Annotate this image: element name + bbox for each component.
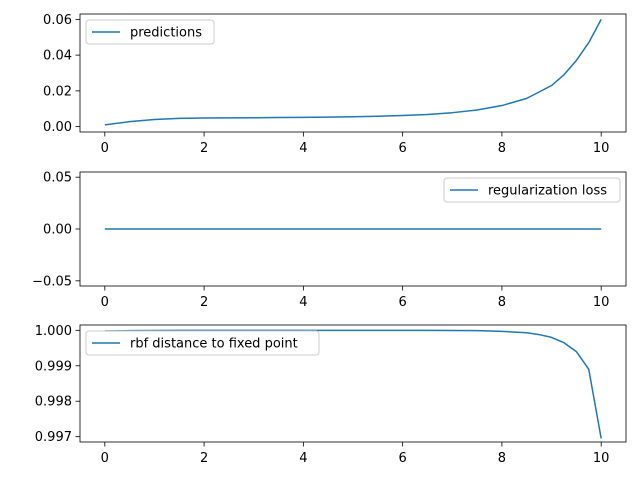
x-tick-label: 0	[101, 295, 109, 310]
x-tick-label: 8	[498, 451, 506, 466]
x-tick-label: 6	[398, 295, 406, 310]
legend-box	[85, 330, 320, 356]
x-tick-label: 10	[593, 451, 610, 466]
x-tick-label: 2	[200, 295, 208, 310]
legend: regularization loss	[443, 177, 621, 203]
x-tick-label: 10	[593, 141, 610, 156]
legend: rbf distance to fixed point	[85, 330, 320, 356]
y-tick-label: 0.999	[35, 359, 72, 374]
legend-label: regularization loss	[488, 184, 607, 199]
y-tick-label: 0.04	[43, 49, 72, 64]
x-tick-label: 6	[398, 451, 406, 466]
legend: predictions	[85, 19, 215, 45]
x-tick-label: 8	[498, 295, 506, 310]
x-tick-label: 0	[101, 141, 109, 156]
y-tick-label: 0.02	[43, 84, 72, 99]
y-tick-label: 0.998	[35, 395, 72, 410]
axes-frame	[79, 13, 627, 133]
y-tick-label: −0.05	[32, 274, 72, 289]
y-tick-label: 0.05	[43, 171, 72, 186]
legend-label: predictions	[130, 26, 202, 41]
y-tick-label: 0.00	[43, 120, 72, 135]
x-tick-label: 4	[299, 141, 307, 156]
axes-frame	[79, 171, 627, 287]
x-tick-label: 10	[593, 295, 610, 310]
axes-frame	[79, 324, 627, 443]
y-tick-label: 0.06	[43, 13, 72, 28]
y-tick-label: 1.000	[35, 324, 72, 339]
y-tick-label: 0.997	[35, 430, 72, 445]
legend-label: rbf distance to fixed point	[130, 337, 298, 352]
y-tick-label: 0.00	[43, 223, 72, 238]
subplot-2: 0 2 4 6 8 10 −0.05 0.00 0.05 regularization loss	[32, 171, 627, 310]
subplot-1: 0 2 4 6 8 10 0.00 0.02 0.04 0.06 predictions	[43, 13, 627, 156]
legend-box	[443, 177, 621, 203]
x-tick-label: 4	[299, 451, 307, 466]
x-tick-label: 2	[200, 141, 208, 156]
subplots: 0 2 4 6 8 10 0.00 0.02 0.04 0.06 predictions 0 2 4 6 8 1…	[32, 13, 627, 466]
series-line-1	[104, 329, 602, 439]
legend-box	[85, 19, 215, 45]
x-tick-label: 0	[101, 451, 109, 466]
x-tick-label: 6	[398, 141, 406, 156]
x-tick-label: 4	[299, 295, 307, 310]
x-tick-label: 8	[498, 141, 506, 156]
x-tick-label: 2	[200, 451, 208, 466]
subplot-3: 0 2 4 6 8 10 0.997 0.998 0.999 1.000 rbf distance …	[35, 324, 627, 466]
series-line-1	[104, 19, 602, 126]
